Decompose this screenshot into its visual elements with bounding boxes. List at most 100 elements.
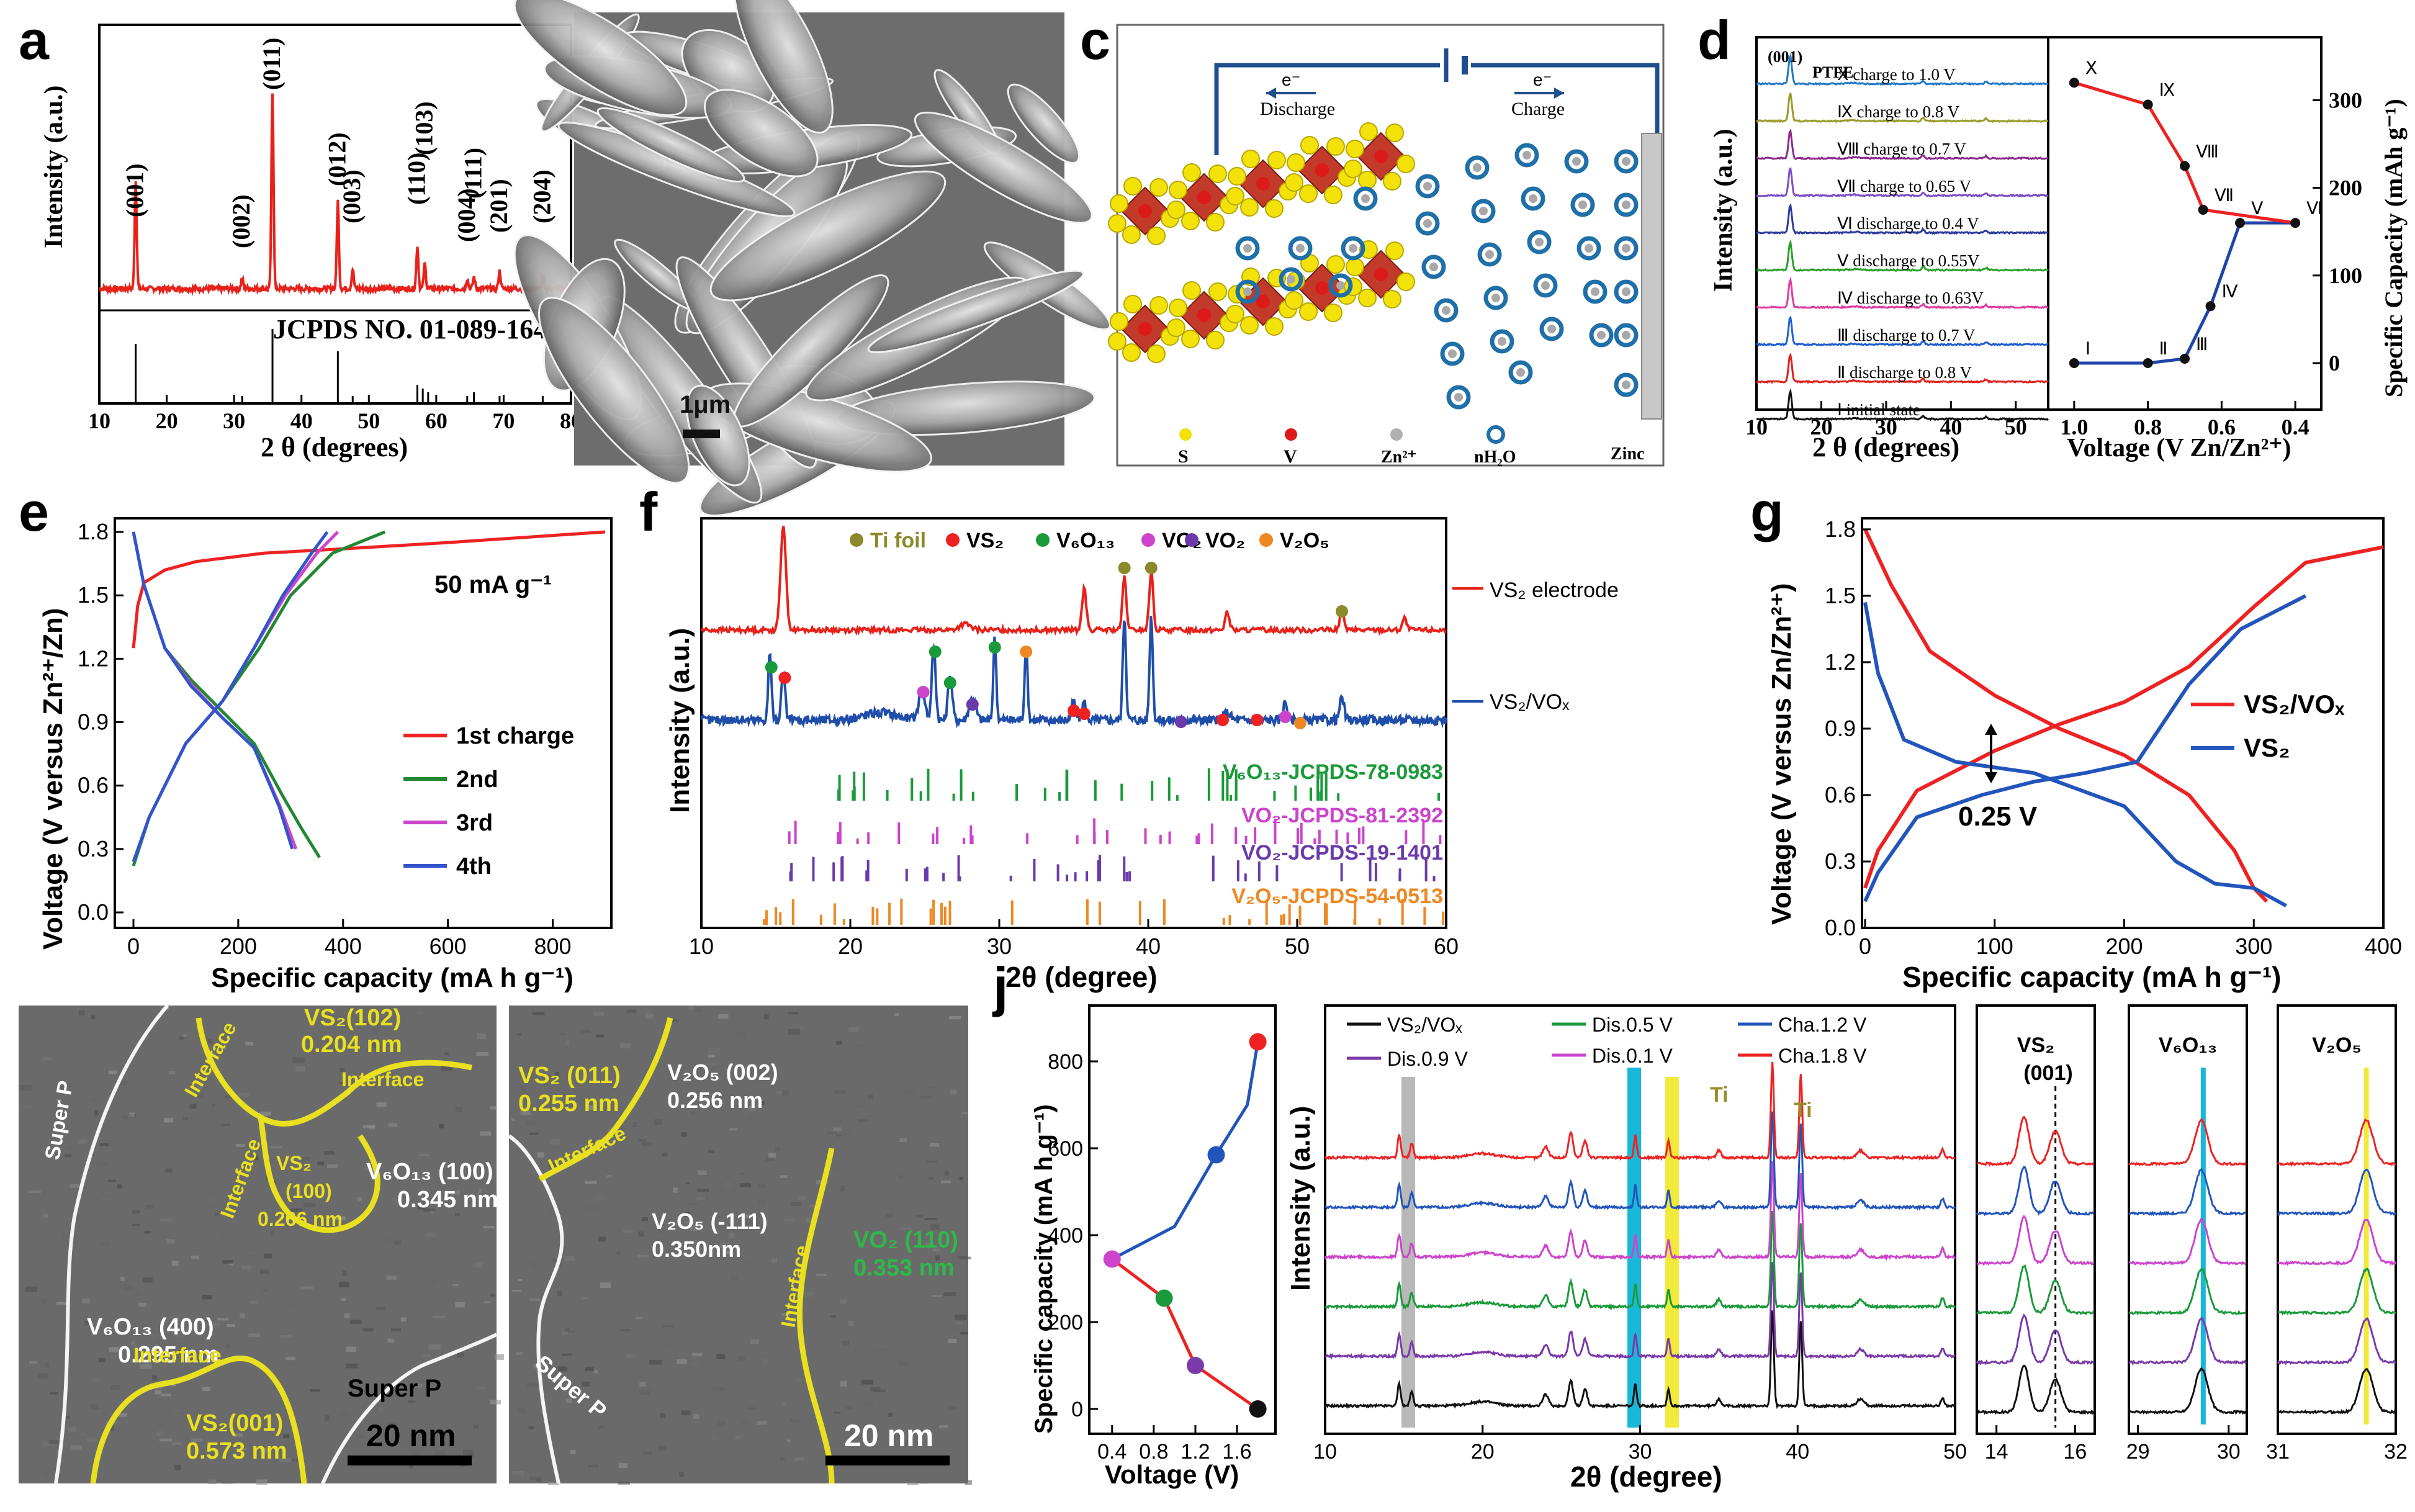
tem-grain [334, 1043, 340, 1046]
frame-g [1861, 517, 2385, 929]
tem-grain [145, 1204, 153, 1209]
water-shell [1533, 273, 1558, 298]
tem-grain [364, 1168, 371, 1171]
legend-water: nH₂O [1474, 448, 1516, 467]
tem-grain [704, 1063, 716, 1065]
zn-ion [1541, 281, 1550, 290]
tem-grain [959, 1177, 963, 1181]
s-atom [1226, 305, 1244, 323]
tem-grain [623, 1230, 633, 1233]
x-label-f: 2θ (degree) [1005, 961, 1158, 993]
tem-grain [312, 1041, 319, 1044]
d-ptfe-label: PTFE [1812, 63, 1853, 81]
tem-grain [207, 1323, 220, 1326]
tem-grain [256, 1479, 268, 1485]
tem-grain [263, 1289, 268, 1292]
tem-grain [832, 1168, 840, 1172]
tem-grain [930, 1243, 942, 1247]
discharge-arrowhead [1266, 88, 1276, 99]
tem-grain [735, 1032, 745, 1037]
x-tick-label: 600 [429, 934, 467, 959]
zn-ion [1572, 157, 1581, 166]
x-tick-label: 30 [987, 934, 1012, 959]
s-atom [1226, 187, 1244, 205]
panel-letter-a: a [19, 9, 50, 71]
j-ti-label-2: Ti [1794, 1099, 1812, 1122]
tem-grain [684, 1211, 690, 1217]
water-shell [1328, 273, 1353, 298]
tem-grain [749, 1106, 757, 1111]
tem-grain [132, 1224, 140, 1226]
tem-grain [283, 1434, 290, 1439]
zoom-title: V₂O₅ [2312, 1033, 2362, 1057]
tem-grain [678, 1215, 685, 1220]
tem-grain [202, 1295, 212, 1300]
tem-label-h: 0.266 nm [258, 1208, 343, 1230]
tem-grain [452, 1284, 459, 1287]
tem-grain [762, 1358, 768, 1364]
tem-grain [645, 1013, 654, 1019]
tem-grain [421, 1354, 431, 1357]
tem-label-h: V₆O₁₃ (100) [366, 1159, 493, 1185]
tem-grain [176, 1334, 187, 1338]
tem-grain [221, 1482, 234, 1484]
g-curve [1863, 545, 2384, 889]
tem-grain [791, 1202, 802, 1207]
tem-grain [549, 1163, 558, 1169]
tem-grain [934, 1385, 943, 1389]
tem-grain [943, 1292, 956, 1297]
tem-grain [768, 1153, 776, 1158]
tem-grain [558, 1263, 564, 1268]
water-shell [1446, 385, 1471, 410]
y-tick-label: 800 [1048, 1050, 1083, 1074]
x-tick-label: 30 [1629, 1440, 1652, 1464]
tem-grain [729, 1128, 738, 1131]
s-atom [1182, 281, 1201, 300]
s-atom [1383, 172, 1401, 191]
e-curve [132, 531, 340, 863]
f-legend: Ti foil VS₂ V₆O₁₃ VO₂ VO₂ V₂O₅ [850, 529, 1329, 552]
x-tick-label: 20 [1471, 1440, 1495, 1464]
tem-grain [961, 1112, 968, 1115]
d-state-label: Ⅷ charge to 0.7 V [1837, 140, 1966, 158]
tem-grain [179, 1037, 184, 1040]
tem-label-h: Interface [341, 1068, 424, 1091]
tem-grain [417, 1011, 424, 1015]
tem-grain [598, 1236, 606, 1242]
y-tick-label: 1.8 [78, 519, 109, 544]
tem-grain [193, 1094, 204, 1098]
tem-grain [226, 1344, 230, 1348]
tem-grain [515, 1352, 523, 1356]
x-ticks-j: 10 20 30 40 50 [1313, 1425, 1967, 1464]
tem-grain [929, 1086, 937, 1089]
electron-label-1: e⁻ [1282, 70, 1300, 89]
tem-grain [740, 1183, 751, 1187]
sem-flake [1007, 83, 1081, 164]
tem-grain [698, 1170, 707, 1176]
tem-grain [313, 1366, 320, 1372]
tem-grain [407, 1050, 418, 1053]
tem-grain [455, 1213, 460, 1217]
tem-grain [780, 1457, 785, 1461]
tem-grain [924, 1217, 937, 1220]
tem-grain [163, 1118, 173, 1123]
y-tick-label: 0 [1071, 1398, 1083, 1421]
x-tick-label: 100 [1976, 934, 2013, 959]
tem-grain [109, 1347, 120, 1352]
tem-grain [641, 1141, 652, 1146]
scale-bar-h [348, 1456, 472, 1465]
tem-grain [775, 1146, 781, 1152]
tem-grain [341, 1412, 348, 1417]
x-tick-label: 30 [1875, 415, 1897, 439]
legend-label: V₂O₅ [1280, 529, 1329, 552]
peak-marker [1293, 717, 1306, 729]
tem-grain [681, 1132, 687, 1137]
tem-grain [737, 1356, 745, 1361]
tem-grain [61, 1235, 68, 1240]
legend-label: 2nd [456, 767, 498, 793]
water-shell [1235, 279, 1260, 304]
tem-grain [99, 1358, 106, 1362]
tem-grain [781, 1402, 787, 1407]
x-tick-label: 0.4 [1097, 1440, 1127, 1464]
